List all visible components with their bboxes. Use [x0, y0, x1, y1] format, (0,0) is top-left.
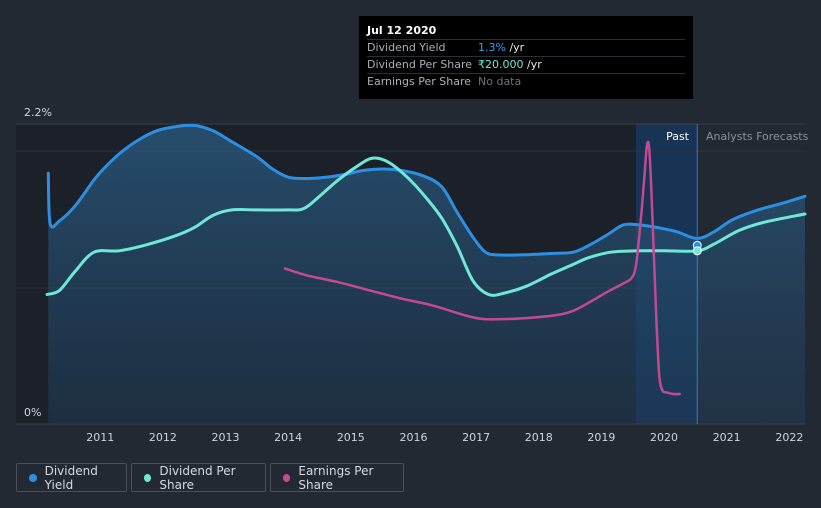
x-tick-label: 2016 — [399, 431, 427, 444]
x-tick-label: 2015 — [337, 431, 365, 444]
x-axis-ticks: 2011 2012 2013 2014 2015 2016 2017 2018 2019 2020… — [86, 431, 803, 444]
tooltip-date: Jul 12 2020 — [367, 24, 437, 37]
x-tick-label: 2013 — [212, 431, 240, 444]
forecast-label: Analysts Forecasts — [706, 130, 809, 143]
dividend-per-share-marker — [692, 246, 702, 256]
y-tick-top: 2.2% — [24, 106, 52, 119]
legend-label: Earnings Per Share — [298, 463, 374, 492]
legend-dot-icon — [29, 473, 37, 482]
y-tick-bottom: 0% — [24, 406, 41, 419]
earnings-per-share-line — [283, 140, 681, 396]
x-tick-label: 2011 — [86, 431, 114, 444]
hover-markers — [692, 240, 702, 256]
tooltip-value: ₹20.000 /yr — [478, 58, 542, 71]
past-label: Past — [666, 130, 690, 143]
tooltip-row-dividend-yield: Dividend Yield 1.3% /yr — [367, 39, 685, 56]
tooltip-label: Earnings Per Share — [367, 75, 472, 88]
x-tick-label: 2012 — [149, 431, 177, 444]
legend-earnings-per-share[interactable]: Earnings Per Share — [270, 463, 404, 492]
legend-dividend-yield[interactable]: Dividend Yield — [16, 463, 127, 492]
tooltip-value: 1.3% /yr — [478, 41, 525, 54]
x-tick-label: 2018 — [525, 431, 553, 444]
legend-dot-icon — [283, 473, 291, 482]
dividend-yield-area — [48, 125, 806, 425]
tooltip-row-dividend-per-share: Dividend Per Share ₹20.000 /yr — [367, 56, 685, 73]
tooltip-label: Dividend Per Share — [367, 58, 473, 71]
tooltip-row-earnings-per-share: Earnings Per Share No data — [367, 73, 685, 90]
series-layer — [45, 123, 807, 425]
x-tick-label: 2020 — [650, 431, 678, 444]
tooltip-value: No data — [478, 75, 522, 88]
legend-label: Dividend Per Share — [159, 463, 236, 492]
x-tick-label: 2017 — [462, 431, 490, 444]
x-tick-label: 2019 — [587, 431, 615, 444]
x-tick-label: 2022 — [775, 431, 803, 444]
tooltip-label: Dividend Yield — [367, 41, 446, 54]
x-tick-label: 2014 — [274, 431, 302, 444]
legend-dividend-per-share[interactable]: Dividend Per Share — [131, 463, 266, 492]
x-tick-label: 2021 — [713, 431, 741, 444]
legend-label: Dividend Yield — [44, 463, 98, 492]
tooltip: Jul 12 2020 Dividend Yield 1.3% /yr Divi… — [359, 16, 693, 99]
legend-dot-icon — [144, 473, 152, 482]
